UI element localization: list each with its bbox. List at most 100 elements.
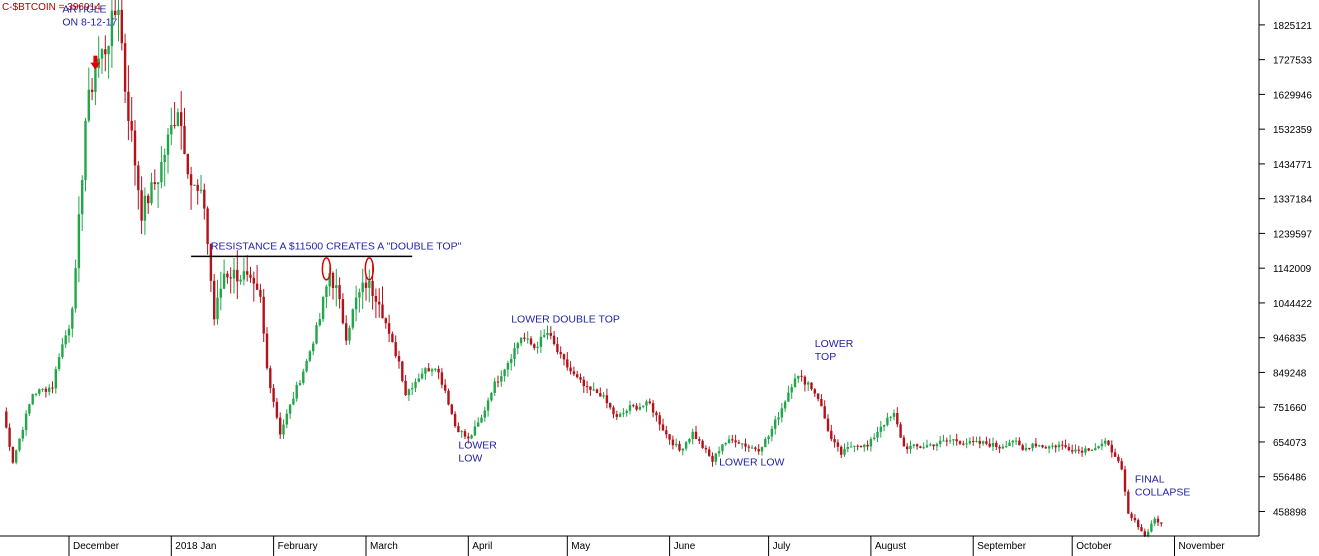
candle-body <box>170 125 173 135</box>
candle <box>1038 444 1041 448</box>
candle <box>711 452 714 467</box>
candle <box>394 335 397 359</box>
candle <box>219 271 222 311</box>
candle-body <box>1110 444 1113 453</box>
candle <box>209 243 213 292</box>
candle-body <box>552 335 556 344</box>
candle <box>110 0 114 69</box>
annotation-line: LOWER DOUBLE TOP <box>511 313 620 325</box>
candle-body <box>44 388 48 392</box>
candle-body <box>1104 440 1107 444</box>
candle <box>193 184 196 186</box>
y-tick-label: 1629946 <box>1273 90 1312 101</box>
candle-body <box>760 447 764 452</box>
candle <box>790 383 793 400</box>
candle-body <box>902 437 906 447</box>
candle-body <box>661 424 665 431</box>
candle <box>810 382 813 391</box>
candle <box>1150 520 1153 533</box>
candle-body <box>453 413 457 427</box>
candle <box>615 410 618 421</box>
candle-body <box>384 318 387 324</box>
candle-body <box>981 441 985 444</box>
highlight-circle <box>321 257 332 281</box>
candle-body <box>450 404 453 414</box>
candle-body <box>513 348 516 360</box>
arrow-icon-shaft <box>93 55 98 63</box>
candle <box>605 388 609 409</box>
candle <box>358 288 361 313</box>
x-tick-label: December <box>73 541 120 552</box>
candle <box>543 329 546 338</box>
x-tick-label: March <box>370 541 398 552</box>
candle-body <box>727 439 731 443</box>
candle-body <box>133 130 137 166</box>
candle-body <box>411 388 414 390</box>
candle-body <box>397 356 401 362</box>
candle-body <box>684 442 688 449</box>
candle <box>153 169 156 190</box>
candle <box>513 342 516 367</box>
candle-body <box>734 440 737 443</box>
candle <box>948 434 952 444</box>
candle-body <box>222 273 226 289</box>
candle-body <box>38 389 41 394</box>
candle <box>1080 446 1084 457</box>
candle <box>929 442 932 447</box>
candle <box>351 308 354 330</box>
candle <box>625 409 628 417</box>
candle <box>886 412 889 427</box>
candle-body <box>1054 445 1057 448</box>
candle <box>533 343 536 351</box>
candle-body <box>813 389 816 394</box>
candle <box>249 266 252 283</box>
candle-body <box>536 346 539 348</box>
candle <box>292 391 295 406</box>
annotation-line: LOW <box>458 453 482 465</box>
candle <box>816 393 820 402</box>
candle-body <box>958 441 962 444</box>
candle-body <box>892 413 896 417</box>
candle-body <box>358 292 361 298</box>
candle-body <box>288 404 292 414</box>
candle-body <box>1146 531 1150 536</box>
arrow-down-icon <box>90 62 101 70</box>
candle <box>407 388 411 402</box>
candle <box>688 437 691 445</box>
candle <box>1028 447 1031 451</box>
candle <box>305 358 308 373</box>
candle-body <box>1123 469 1127 492</box>
candle <box>1133 514 1137 523</box>
candle-body <box>556 343 559 353</box>
candle-body <box>592 389 595 391</box>
candle <box>308 350 312 363</box>
candle-body <box>180 112 183 126</box>
annotation-resistance: RESISTANCE A $11500 CREATES A "DOUBLE TO… <box>211 240 462 252</box>
candle-body <box>965 443 968 445</box>
candle-body <box>1120 461 1123 470</box>
candle <box>922 442 925 450</box>
candle <box>453 411 457 428</box>
candle-body <box>562 354 566 360</box>
candle <box>262 288 265 342</box>
candle <box>64 330 67 348</box>
candle-body <box>744 443 747 447</box>
candle <box>962 440 965 446</box>
x-tick-label: September <box>977 541 1027 552</box>
annotation-line: LOWER <box>815 338 854 350</box>
candle-body <box>1153 518 1156 524</box>
candle <box>269 365 272 394</box>
candle <box>840 445 843 458</box>
candle <box>787 385 790 402</box>
candle-body <box>510 359 513 364</box>
candle-body <box>31 394 34 405</box>
candle <box>44 386 48 398</box>
candle-body <box>896 413 899 425</box>
candle <box>321 295 325 323</box>
candle-body <box>206 208 209 244</box>
candle <box>130 96 133 142</box>
candle <box>404 374 407 397</box>
candle <box>338 277 341 309</box>
